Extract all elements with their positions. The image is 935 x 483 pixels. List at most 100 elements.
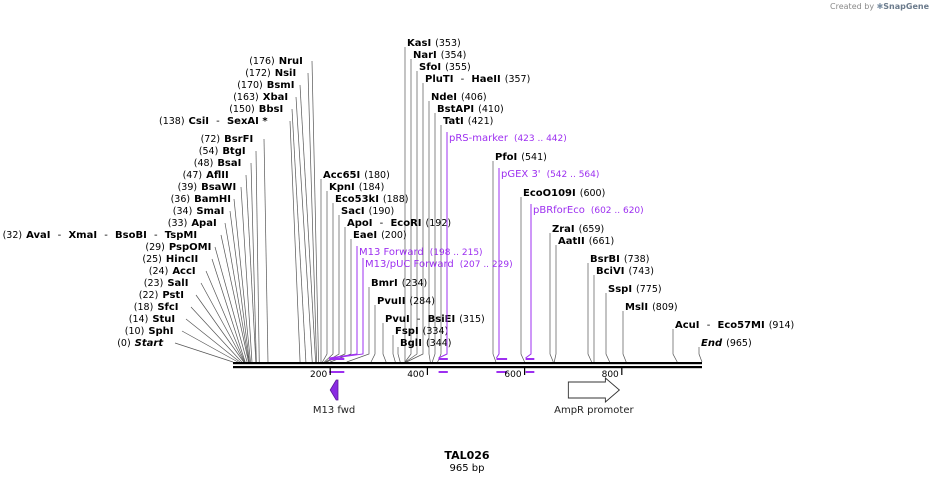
site-label-bcivi: BciVI (743): [596, 266, 654, 277]
site-label-nrui: (176) NruI: [249, 56, 303, 67]
site-name-tati: TatI: [443, 116, 464, 127]
site-name-pfoi: PfoI: [495, 152, 517, 163]
site-name-stui: StuI: [152, 314, 175, 325]
site-num-acc65i: (180): [364, 170, 390, 181]
site-label-stui: (14) StuI: [129, 314, 175, 325]
site-label-bsawi: (39) BsaWI: [178, 182, 237, 193]
position-ruler: 200 400 600 800: [310, 368, 623, 380]
site-label-acui: AcuI - Eco57MI (914): [675, 320, 794, 331]
site-num-apai: (33): [168, 218, 188, 229]
site-num-sali: (23): [144, 278, 164, 289]
site-name-acc65i: Acc65I: [323, 170, 360, 181]
site-num-sphi: (10): [125, 326, 145, 337]
site-label-acci: (24) AccI: [149, 266, 196, 277]
site-label-ecoo109i: EcoO109I (600): [523, 188, 605, 199]
site-num-sspi: (775): [636, 284, 662, 295]
primer-range-pbrforeco: (602 .. 620): [591, 206, 644, 216]
site-name-sfoi: SfoI: [419, 62, 441, 73]
site-num-nrui: (176): [249, 56, 275, 67]
site-num-end: (965): [726, 338, 752, 349]
site-name-avai: XmaI: [68, 230, 97, 241]
site-name-acui: Eco57MI: [717, 320, 764, 331]
site-sep-acui: -: [704, 320, 714, 331]
leader-line-pvuii: [370, 305, 376, 363]
feature-arrow-m13-fwd: [329, 379, 339, 401]
leader-line-zrai: [549, 233, 554, 363]
site-sep-pvui: -: [414, 314, 424, 325]
site-label-apai: (33) ApaI: [168, 218, 217, 229]
site-num-nsii: (172): [245, 68, 271, 79]
site-label-sali: (23) SalI: [144, 278, 189, 289]
plasmid-name: TAL026: [444, 449, 489, 462]
site-name-bsai: BsaI: [217, 158, 241, 169]
site-name-msli: MslI: [625, 302, 648, 313]
leader-line-btgi: [255, 150, 260, 363]
site-name-end: End: [701, 338, 723, 349]
leader-line-sfoi: [405, 71, 418, 363]
backbone-bottom-strand: [233, 366, 702, 369]
sequence-backbone: [233, 362, 702, 369]
site-sep-avai: -: [54, 230, 64, 241]
site-label-bsai: (48) BsaI: [194, 158, 242, 169]
site-num-start: (0): [117, 338, 130, 349]
site-label-aflii: (47) AflII: [183, 170, 229, 181]
primer-name-m13-forward: M13 Forward: [359, 247, 424, 258]
ruler-label-400: 400: [407, 370, 424, 380]
site-name-pluti: PluTI: [425, 74, 453, 85]
leader-line-pluti: [406, 83, 424, 363]
leader-line-bsmi: [299, 84, 316, 363]
primer-range-m13-forward: (198 .. 215): [430, 248, 483, 258]
site-name-csii: CsiI: [189, 116, 209, 127]
primer-name-pbrforeco: pBRforEco: [533, 205, 585, 216]
site-name-bmri: BmrI: [371, 278, 398, 289]
site-label-tati: TatI (421): [443, 116, 493, 127]
site-label-sfoi: SfoI (355): [419, 62, 471, 73]
site-labels: (0) Start(10) SphI(14) StuI(18) SfcI(22) PstI…: [3, 38, 795, 349]
leader-line-nari: [404, 59, 412, 363]
site-num-stui: (14): [129, 314, 149, 325]
leader-line-psti: [195, 294, 244, 363]
site-num-fspi: (334): [423, 326, 449, 337]
site-label-sfci: (18) SfcI: [134, 302, 179, 313]
site-label-eaei: EaeI (200): [353, 230, 407, 241]
site-label-bstapi: BstAPI (410): [437, 104, 504, 115]
site-num-apoi: (192): [426, 218, 452, 229]
primer-name-prs-marker: pRS-marker: [449, 133, 509, 144]
site-label-start: (0) Start: [117, 338, 164, 349]
site-label-bamhi: (36) BamHI: [171, 194, 231, 205]
ruler-label-200: 200: [310, 370, 327, 380]
credit-prefix: Created by: [830, 2, 875, 11]
site-num-bamhi: (36): [171, 194, 191, 205]
site-name-bstapi: BstAPI: [437, 104, 474, 115]
site-label-bbsi: (150) BbsI: [229, 104, 283, 115]
site-num-saci: (190): [369, 206, 395, 217]
site-name-smai: SmaI: [196, 206, 224, 217]
site-num-nari: (354): [441, 50, 467, 61]
site-num-ecoo109i: (600): [580, 188, 606, 199]
leader-line-bsrfi: [263, 138, 269, 363]
primer-label-m13-forward: M13 Forward (198 .. 215): [359, 247, 483, 258]
site-name-sspi: SspI: [608, 284, 632, 295]
site-name-eaei: EaeI: [353, 230, 377, 241]
primer-range-pgex3: (542 .. 564): [547, 170, 600, 180]
site-name-nrui: NruI: [279, 56, 303, 67]
primer-annotations: pRS-marker (423 .. 442) pGEX 3' (542 .. 564…: [329, 132, 644, 373]
site-num-pvui: (315): [459, 314, 485, 325]
site-label-eco53ki: Eco53kI (188): [335, 194, 408, 205]
site-name-bcivi: BciVI: [596, 266, 624, 277]
site-label-apoi: ApoI - EcoRI (192): [347, 218, 451, 229]
leader-line-bsai: [250, 162, 257, 363]
site-sep-pluti: -: [457, 74, 467, 85]
leader-line-hincii: [211, 258, 246, 363]
site-num-ndei: (406): [461, 92, 487, 103]
site-num-zrai: (659): [579, 224, 605, 235]
site-name-csii: SexAI *: [227, 116, 268, 127]
site-name-start: Start: [135, 338, 165, 349]
leader-line-bstapi: [431, 113, 436, 363]
ruler-label-800: 800: [602, 370, 619, 380]
site-num-acci: (24): [149, 266, 169, 277]
site-num-pvuii: (284): [409, 296, 435, 307]
site-label-nari: NarI (354): [413, 50, 466, 61]
site-num-bsawi: (39): [178, 182, 198, 193]
site-name-psti: PstI: [162, 290, 184, 301]
